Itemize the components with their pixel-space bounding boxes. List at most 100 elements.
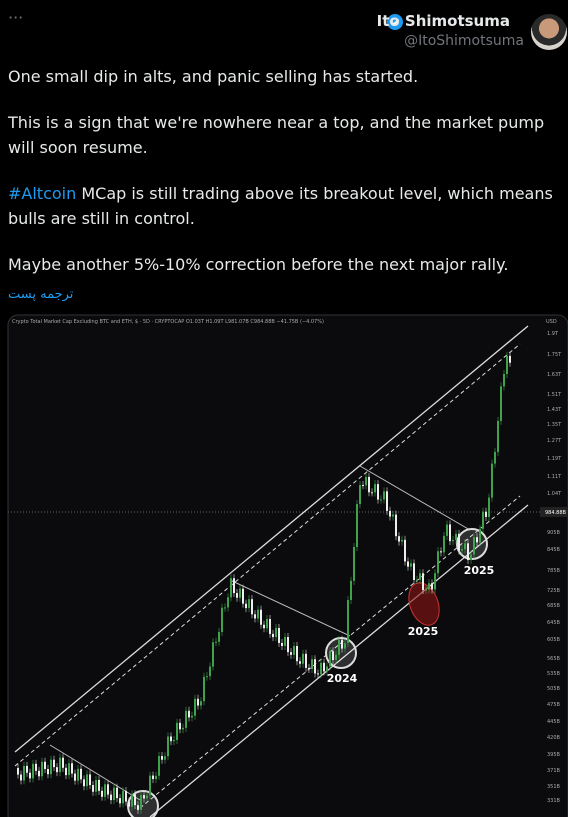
- candle-body: [386, 491, 388, 511]
- candle-body: [278, 628, 280, 643]
- candle-body: [497, 420, 499, 452]
- price-label: 351B: [547, 784, 561, 790]
- candle-body: [143, 795, 145, 799]
- candle-body: [113, 787, 115, 801]
- candle-body: [296, 646, 298, 662]
- candle-body: [230, 578, 232, 598]
- candle-body: [419, 573, 421, 580]
- candle-body: [389, 510, 391, 517]
- more-button[interactable]: ···: [8, 8, 24, 27]
- tweet-text: One small dip in alts, and panic selling…: [8, 64, 564, 298]
- hashtag[interactable]: #Altcoin: [8, 184, 77, 203]
- candle-body: [302, 653, 304, 664]
- candle-body: [134, 794, 136, 806]
- author-name[interactable]: Ito Shimotsuma: [376, 12, 510, 30]
- candle-body: [101, 790, 103, 797]
- candle-body: [170, 736, 172, 742]
- candle-body: [485, 511, 487, 517]
- candle-body: [410, 563, 412, 567]
- candle-body: [125, 790, 127, 802]
- candle-body: [260, 609, 262, 625]
- dip-highlight: [408, 582, 440, 626]
- text: MCap is still trading above its breakout…: [8, 184, 553, 228]
- candle-body: [368, 476, 370, 493]
- candle-body: [350, 580, 352, 601]
- candle-body: [416, 579, 418, 581]
- candle-body: [236, 593, 238, 598]
- candle-body: [32, 763, 34, 779]
- price-label: 725B: [547, 588, 561, 594]
- candle-body: [98, 779, 100, 791]
- price-label: 420B: [547, 735, 561, 741]
- verified-badge: [387, 14, 403, 30]
- price-label: 445B: [547, 719, 561, 725]
- candle-body: [182, 727, 184, 730]
- candle-body: [65, 767, 67, 776]
- candle-body: [41, 761, 43, 777]
- candle-body: [365, 476, 367, 486]
- candle-body: [332, 651, 334, 661]
- candle-body: [341, 639, 343, 649]
- candle-body: [227, 597, 229, 608]
- price-label: 1.9T: [547, 331, 559, 337]
- candle-body: [17, 767, 19, 775]
- candle-body: [509, 355, 511, 363]
- candle-body: [317, 673, 319, 675]
- candle-body: [110, 794, 112, 801]
- candle-body: [353, 547, 355, 581]
- price-label: 685B: [547, 603, 561, 609]
- candle-body: [257, 609, 259, 619]
- candle-body: [47, 769, 49, 775]
- candle-body: [458, 533, 460, 551]
- candle-body: [197, 698, 199, 706]
- candle-body: [218, 631, 220, 642]
- candle-body: [212, 642, 214, 667]
- annotation: 2025: [408, 625, 439, 638]
- candle-body: [446, 524, 448, 536]
- candle-body: [242, 588, 244, 604]
- price-label: 1.04T: [547, 491, 562, 497]
- candle-body: [476, 537, 478, 543]
- candle-body: [152, 775, 154, 780]
- candle-body: [452, 539, 454, 542]
- price-label: 395B: [547, 752, 561, 758]
- candle-body: [482, 511, 484, 529]
- candle-body: [266, 619, 268, 629]
- candle-body: [443, 535, 445, 553]
- candle-body: [71, 763, 73, 774]
- candle-body: [377, 484, 379, 500]
- price-label: 1.35T: [547, 422, 562, 428]
- candle-body: [290, 652, 292, 655]
- translate-link[interactable]: ترجمه پست: [8, 287, 74, 302]
- author-handle[interactable]: @ItoShimotsuma: [404, 33, 524, 49]
- candle-body: [89, 774, 91, 786]
- candle-body: [284, 637, 286, 646]
- candles: [17, 351, 511, 814]
- price-label: 535B: [547, 671, 561, 677]
- candle-body: [50, 759, 52, 775]
- candle-body: [467, 543, 469, 561]
- candle-body: [440, 551, 442, 553]
- candle-body: [116, 787, 118, 799]
- candle-body: [359, 484, 361, 505]
- candle-body: [146, 795, 148, 799]
- candle-body: [194, 698, 196, 716]
- candle-body: [383, 491, 385, 500]
- price-label: 331B: [547, 798, 561, 804]
- price-label: 1.11T: [547, 474, 562, 480]
- candle-body: [254, 614, 256, 619]
- candle-body: [26, 765, 28, 773]
- paragraph: #Altcoin MCap is still trading above its…: [8, 181, 564, 231]
- candle-body: [248, 599, 250, 609]
- price-label: 1.75T: [547, 352, 562, 358]
- candle-body: [167, 736, 169, 757]
- candle-body: [62, 757, 64, 768]
- candle-body: [404, 539, 406, 562]
- candle-body: [305, 653, 307, 668]
- candle-body: [209, 666, 211, 677]
- candle-body: [272, 633, 274, 638]
- candle-body: [425, 589, 427, 591]
- avatar[interactable]: [531, 14, 567, 50]
